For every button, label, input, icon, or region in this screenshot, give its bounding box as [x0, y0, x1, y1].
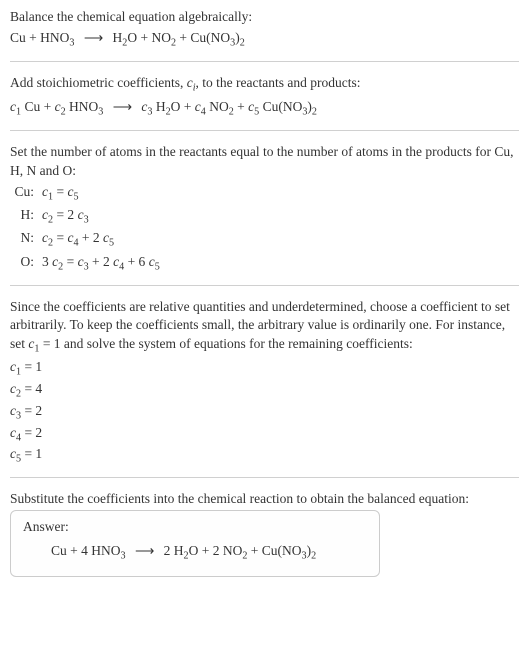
- intro-b: = 1 and solve the system of equations fo…: [39, 336, 412, 351]
- arrow-icon: ⟶: [78, 28, 109, 48]
- separator: [10, 130, 519, 131]
- atom-label: H:: [10, 205, 42, 228]
- eq-d: + Cu(NO: [247, 543, 301, 558]
- coeff-line: c1 = 1: [10, 358, 519, 380]
- step-solve: Since the coefficients are relative quan…: [10, 298, 519, 467]
- intro-text: Add stoichiometric coefficients, ci, to …: [10, 74, 519, 95]
- sp2: HNO: [66, 99, 99, 114]
- answer-label: Answer:: [23, 519, 367, 535]
- s: 5: [73, 191, 78, 202]
- atom-label: Cu:: [10, 182, 42, 205]
- answer-box: Answer: Cu + 4 HNO3 ⟶ 2 H2O + 2 NO2 + Cu…: [10, 510, 380, 577]
- arrow-icon: ⟶: [129, 541, 160, 561]
- coeff-line: c2 = 4: [10, 380, 519, 402]
- step-atom-balance: Set the number of atoms in the reactants…: [10, 143, 519, 275]
- step-balance-intro: Balance the chemical equation algebraica…: [10, 8, 519, 51]
- intro-text: Since the coefficients are relative quan…: [10, 298, 519, 356]
- atom-row-h: H: c2 = 2 c3: [10, 205, 519, 228]
- step-substitute: Substitute the coefficients into the che…: [10, 490, 519, 577]
- intro-text: Substitute the coefficients into the che…: [10, 490, 519, 508]
- intro-b: , to the reactants and products:: [196, 75, 361, 90]
- coeff-line: c5 = 1: [10, 445, 519, 467]
- s: 3: [84, 215, 89, 226]
- mid: = 2: [53, 207, 78, 222]
- arrow-icon: ⟶: [107, 97, 138, 117]
- v: = 4: [21, 381, 42, 396]
- v: = 2: [21, 425, 42, 440]
- eq-rhs-b: O + NO: [127, 30, 171, 45]
- s: 5: [155, 262, 160, 273]
- mid: =: [53, 184, 67, 199]
- intro-a: Add stoichiometric coefficients,: [10, 75, 187, 90]
- separator: [10, 477, 519, 478]
- mid: =: [63, 254, 77, 269]
- sp1: Cu +: [21, 99, 55, 114]
- sub-3: 3: [69, 38, 74, 49]
- atom-eq: c2 = c4 + 2 c5: [42, 228, 519, 251]
- sp4b: +: [234, 99, 248, 114]
- atom-table: Cu: c1 = c5 H: c2 = 2 c3 N: c2 = c4 + 2 …: [10, 182, 519, 275]
- mid2: + 2: [89, 254, 114, 269]
- atom-row-o: O: 3 c2 = c3 + 2 c4 + 6 c5: [10, 252, 519, 275]
- mid2: + 2: [79, 230, 104, 245]
- sub-2: 2: [240, 38, 245, 49]
- separator: [10, 285, 519, 286]
- coeff-line: c3 = 2: [10, 402, 519, 424]
- atom-label: O:: [10, 252, 42, 275]
- intro-text: Set the number of atoms in the reactants…: [10, 143, 519, 179]
- balanced-equation: Cu + 4 HNO3 ⟶ 2 H2O + 2 NO2 + Cu(NO3)2: [23, 541, 367, 564]
- v: = 1: [21, 446, 42, 461]
- atom-eq: c2 = 2 c3: [42, 205, 519, 228]
- sub2: 2: [311, 551, 316, 562]
- mid: =: [53, 230, 67, 245]
- eq-rhs-c: + Cu(NO: [176, 30, 230, 45]
- eq-lhs: Cu + HNO: [10, 30, 69, 45]
- coeff-equation: c1 Cu + c2 HNO3 ⟶ c3 H2O + c4 NO2 + c5 C…: [10, 97, 519, 120]
- mid3: + 6: [124, 254, 149, 269]
- eq-b: 2 H: [164, 543, 184, 558]
- coeff-line: c4 = 2: [10, 424, 519, 446]
- s: 5: [109, 238, 114, 249]
- v: = 2: [21, 403, 42, 418]
- sp5: Cu(NO: [259, 99, 302, 114]
- sub2: 2: [312, 107, 317, 118]
- sp4: NO: [206, 99, 229, 114]
- step-add-coefficients: Add stoichiometric coefficients, ci, to …: [10, 74, 519, 120]
- eq-a: Cu + 4 HNO: [51, 543, 121, 558]
- unbalanced-equation: Cu + HNO3 ⟶ H2O + NO2 + Cu(NO3)2: [10, 28, 519, 51]
- atom-eq: c1 = c5: [42, 182, 519, 205]
- sp3: H: [152, 99, 165, 114]
- coefficient-list: c1 = 1 c2 = 4 c3 = 2 c4 = 2 c5 = 1: [10, 358, 519, 467]
- sp3b: O +: [171, 99, 195, 114]
- sub3: 3: [98, 107, 103, 118]
- atom-eq: 3 c2 = c3 + 2 c4 + 6 c5: [42, 252, 519, 275]
- v: = 1: [21, 359, 42, 374]
- pre: 3: [42, 254, 52, 269]
- atom-row-cu: Cu: c1 = c5: [10, 182, 519, 205]
- intro-text: Balance the chemical equation algebraica…: [10, 8, 519, 26]
- atom-row-n: N: c2 = c4 + 2 c5: [10, 228, 519, 251]
- sub3: 3: [121, 551, 126, 562]
- separator: [10, 61, 519, 62]
- atom-label: N:: [10, 228, 42, 251]
- eq-rhs-a: H: [113, 30, 123, 45]
- eq-c: O + 2 NO: [189, 543, 243, 558]
